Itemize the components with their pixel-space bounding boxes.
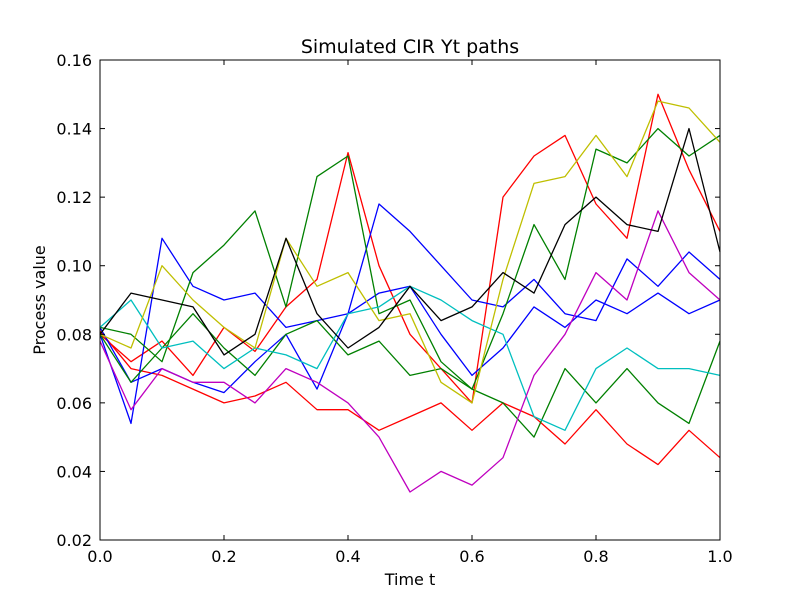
y-tick-label: 0.02 — [56, 531, 92, 550]
series-line-8 — [99, 210, 721, 493]
y-axis-label: Process value — [30, 245, 49, 354]
y-tick-label: 0.16 — [56, 51, 92, 70]
x-tick-label: 0.8 — [583, 547, 608, 566]
x-tick-label: 0.0 — [87, 547, 112, 566]
y-tick-label: 0.06 — [56, 394, 92, 413]
series-line-3 — [99, 203, 721, 425]
series-line-10 — [99, 127, 721, 356]
series-layer — [99, 93, 721, 493]
chart-title: Simulated CIR Yt paths — [301, 36, 519, 58]
series-line-6 — [99, 313, 721, 438]
series-line-5 — [99, 127, 721, 390]
series-line-4 — [99, 285, 721, 394]
y-tick-label: 0.04 — [56, 462, 92, 481]
y-tick-label: 0.14 — [56, 120, 92, 139]
y-tick-label: 0.08 — [56, 325, 92, 344]
ticks-layer: 0.0 0.2 0.4 0.6 0.8 1.0 0.02 0.04 0.06 0.08 0.10 0.… — [56, 51, 732, 566]
y-tick-label: 0.12 — [56, 188, 92, 207]
x-tick-label: 0.6 — [459, 547, 484, 566]
plot-frame — [99, 59, 721, 541]
x-axis-label: Time t — [384, 570, 436, 589]
series-line-2 — [99, 330, 721, 466]
x-tick-label: 0.4 — [335, 547, 360, 566]
series-line-1 — [99, 93, 721, 404]
y-tick-label: 0.10 — [56, 257, 92, 276]
series-line-9 — [99, 100, 721, 404]
x-tick-label: 0.2 — [211, 547, 236, 566]
x-tick-label: 1.0 — [707, 547, 732, 566]
